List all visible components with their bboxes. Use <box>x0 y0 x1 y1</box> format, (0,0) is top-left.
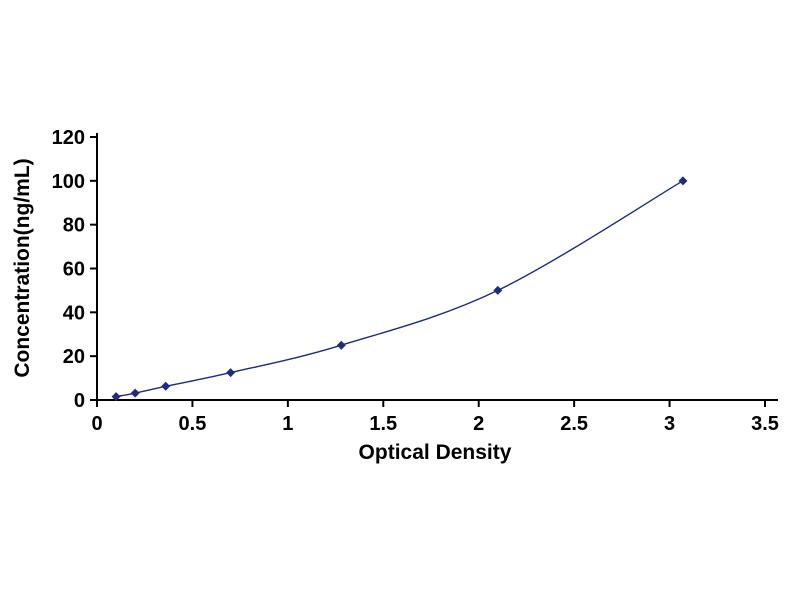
x-tick-label: 2 <box>473 413 484 435</box>
y-tick-label: 100 <box>52 171 85 193</box>
x-tick-label: 2.5 <box>560 413 588 435</box>
y-axis-title: Concentration(ng/mL) <box>11 158 34 377</box>
y-tick-label: 80 <box>63 215 85 237</box>
data-point-marker <box>336 340 346 350</box>
y-tick-label: 60 <box>63 259 85 281</box>
data-point-marker <box>226 368 236 378</box>
plot-area: 0 0.5 1 1.5 2 2.5 3 3.5 0 20 40 60 80 100 120 <box>52 127 779 435</box>
x-tick-label: 1 <box>282 413 293 435</box>
x-tick-label: 3.5 <box>751 413 779 435</box>
x-tick-label: 1.5 <box>369 413 397 435</box>
y-tick-label: 0 <box>74 390 85 412</box>
y-tick-label: 40 <box>63 302 85 324</box>
x-tick-label: 3 <box>664 413 675 435</box>
data-point-marker <box>493 285 503 295</box>
series-curve <box>115 180 684 398</box>
data-point-marker <box>161 381 171 391</box>
x-axis-title: Optical Density <box>359 441 512 464</box>
y-tick-label: 20 <box>63 346 85 368</box>
data-point-marker <box>678 176 688 186</box>
x-tick-label: 0.5 <box>179 413 207 435</box>
x-tick-label: 0 <box>91 413 102 435</box>
data-point-marker <box>130 388 140 398</box>
data-point-marker <box>111 392 121 402</box>
y-tick-label: 120 <box>52 127 85 149</box>
